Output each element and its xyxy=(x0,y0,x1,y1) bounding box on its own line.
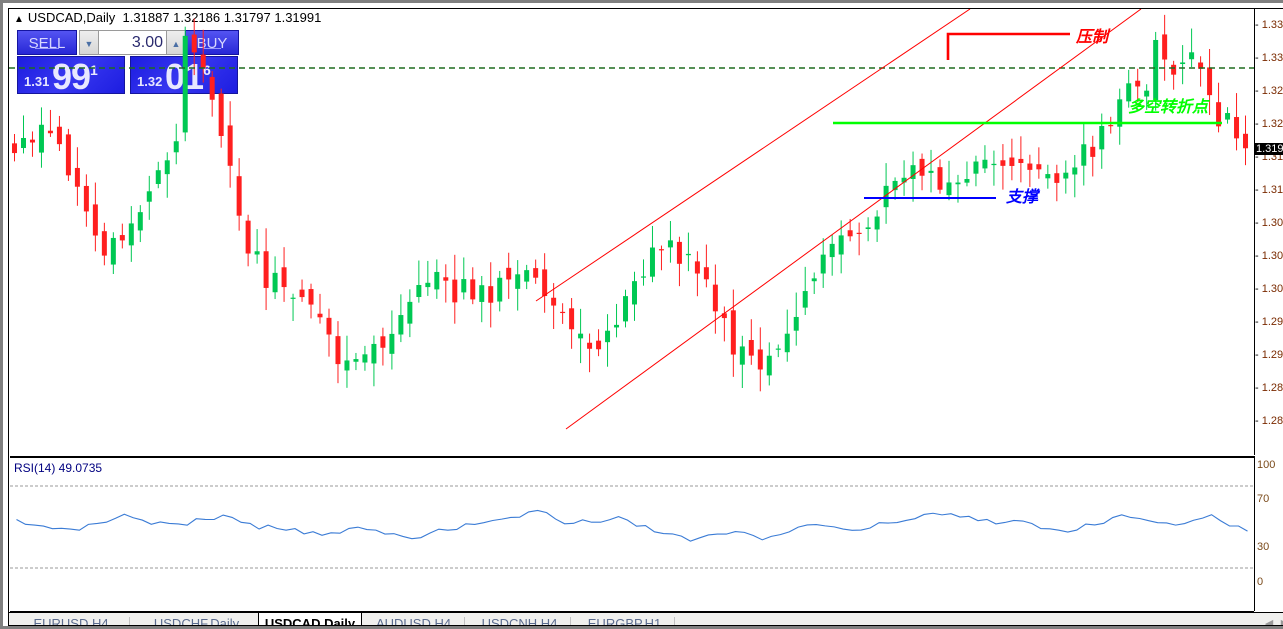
svg-text:多空转折点: 多空转折点 xyxy=(1128,98,1210,116)
svg-text:支撑: 支撑 xyxy=(1006,188,1041,206)
svg-text:压制: 压制 xyxy=(1075,28,1111,46)
